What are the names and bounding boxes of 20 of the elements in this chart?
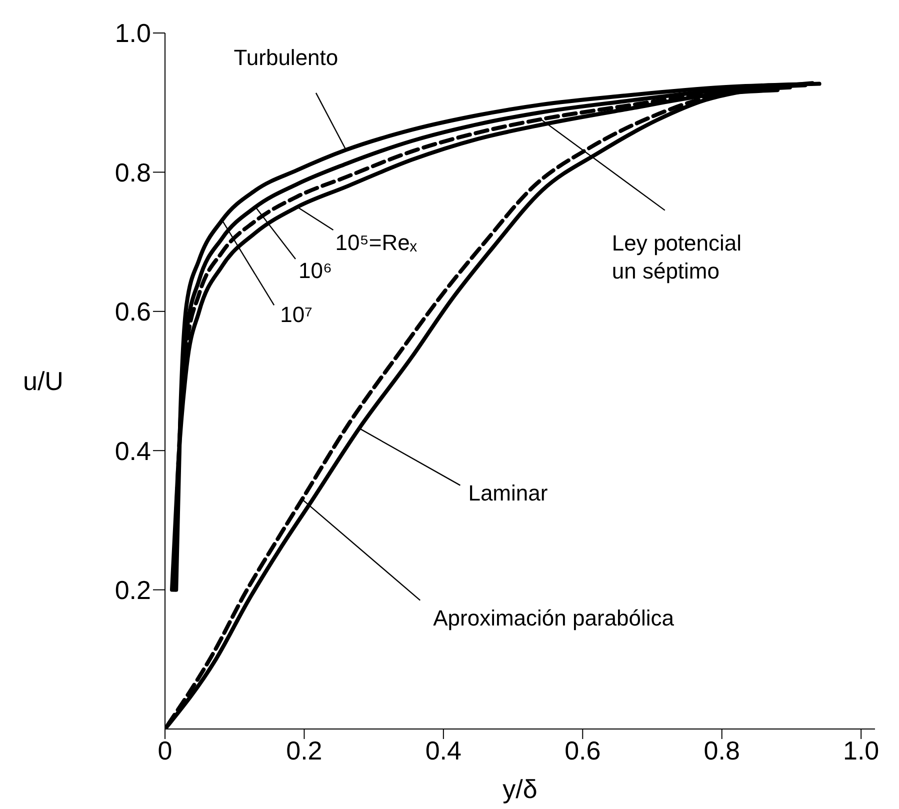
y-tick-label: 0.6 [114,296,151,327]
annotation: 10⁷ [280,302,313,328]
annotation: 10⁵=Reₓ [335,230,418,255]
x-tick-label: 0.2 [286,735,322,766]
x-tick-label: 0.4 [425,735,462,766]
annotation: Aproximación parabólica [433,605,675,630]
x-tick-label: 0.8 [704,735,740,766]
annotation: Turbulento [234,44,338,70]
y-tick-label: 0.2 [114,575,151,606]
annotation: Ley potencial un séptimo [612,230,742,284]
y-tick-label: 1.0 [114,18,151,48]
y-tick-label: 0.4 [114,436,151,466]
x-axis-title: y/δ [502,774,538,804]
annotation: Laminar [468,480,548,506]
x-tick-label: 1.0 [843,735,880,766]
y-tick-label: 0.8 [114,157,151,188]
x-tick-label: 0 [158,735,172,766]
x-tick-label: 0.6 [564,735,601,766]
y-axis-title: u/U [23,366,64,396]
annotation: 10⁶ [298,258,332,283]
